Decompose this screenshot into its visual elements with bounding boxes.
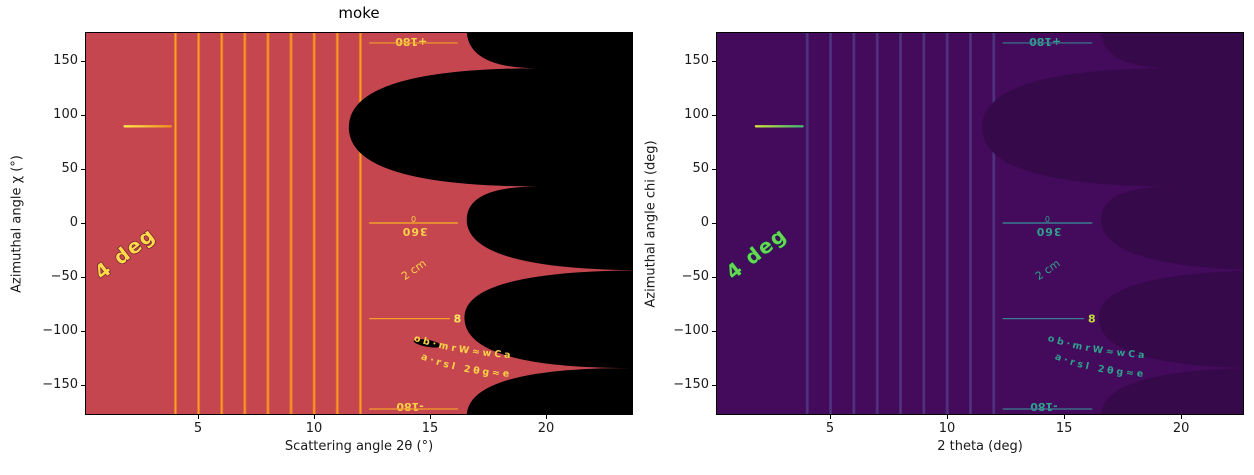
embedded-label-plus180: +180	[395, 35, 427, 48]
y-tick	[712, 61, 716, 62]
x-tick-label: 20	[1172, 421, 1190, 436]
y-tick	[712, 331, 716, 332]
y-tick-label: 150	[684, 53, 709, 68]
x-tick-label: 20	[537, 421, 555, 436]
y-tick	[712, 385, 716, 386]
x-tick	[1181, 415, 1183, 419]
y-tick-label: 100	[684, 107, 709, 122]
y-tick	[81, 385, 85, 386]
embedded-label-eight: 8	[1088, 312, 1096, 325]
x-tick	[430, 415, 431, 419]
left-plot: +180 4 deg 0 360 2 cm 8 ob·mrW≈wCa a·rsl 2θg≈e -…	[85, 32, 633, 415]
x-tick	[198, 415, 199, 419]
right-plot: +180 4 deg 0 360 2 cm 8 ob·mrW≈wCa a·rsl 2θg≈e -…	[716, 32, 1244, 415]
y-tick	[81, 277, 85, 278]
y-tick	[712, 115, 716, 116]
embedded-label-minus180: -180	[1030, 400, 1058, 413]
y-tick	[81, 331, 85, 332]
y-tick-label: −100	[673, 323, 709, 338]
embedded-label-threesixty: 360	[1036, 225, 1062, 238]
embedded-label-zero: 0	[411, 214, 416, 223]
right-yaxis-label: Azimuthal angle chi (deg)	[643, 140, 659, 308]
y-tick	[712, 277, 716, 278]
embedded-label-plus180: +180	[1029, 35, 1061, 48]
embedded-label-minus180: -180	[396, 400, 424, 413]
y-tick-label: 50	[61, 161, 78, 176]
y-tick	[81, 169, 85, 170]
y-tick-label: −50	[681, 269, 709, 284]
masked-region	[348, 33, 632, 414]
x-tick	[1064, 415, 1066, 419]
embedded-label-zero: 0	[1045, 214, 1050, 223]
x-tick-label: 10	[305, 421, 323, 436]
x-tick-label: 15	[1055, 421, 1073, 436]
dark-notch	[413, 339, 442, 348]
y-tick-label: 150	[53, 53, 78, 68]
y-tick	[712, 169, 716, 170]
left-plot-title: moke	[338, 4, 380, 22]
y-tick-label: −50	[50, 269, 78, 284]
y-tick-label: −150	[42, 377, 78, 392]
x-tick-label: 15	[421, 421, 439, 436]
y-tick-label: 100	[53, 107, 78, 122]
x-tick-label: 5	[825, 421, 835, 436]
embedded-label-threesixty: 360	[402, 225, 428, 238]
y-tick-label: −150	[673, 377, 709, 392]
x-tick-label: 10	[938, 421, 956, 436]
y-tick-label: −100	[42, 323, 78, 338]
masked-region	[982, 33, 1243, 414]
left-xaxis-label: Scattering angle 2θ (°)	[284, 439, 434, 454]
y-tick-label: 50	[692, 161, 709, 176]
y-tick-label: 0	[700, 215, 709, 230]
x-tick-label: 5	[193, 421, 203, 436]
y-tick	[81, 61, 85, 62]
y-tick	[712, 223, 716, 224]
y-tick-label: 0	[69, 215, 78, 230]
x-tick	[546, 415, 547, 419]
left-yaxis-label: Azimuthal angle χ (°)	[9, 155, 25, 293]
right-xaxis-label: 2 theta (deg)	[937, 439, 1023, 454]
y-tick	[81, 223, 85, 224]
x-tick	[947, 415, 949, 419]
embedded-label-eight: 8	[454, 312, 462, 325]
y-tick	[81, 115, 85, 116]
x-tick	[314, 415, 315, 419]
x-tick	[830, 415, 831, 419]
